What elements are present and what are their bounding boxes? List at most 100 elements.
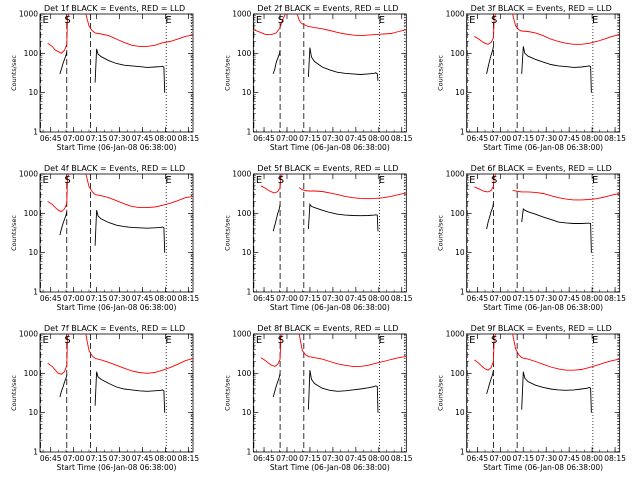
plot-title: Det 6f BLACK = Events, RED = LLD: [471, 164, 612, 173]
lld-line: [512, 189, 620, 201]
y-axis-label: Counts/sec: [10, 55, 18, 91]
events-line: [521, 208, 592, 253]
y-tick-label: 1000: [232, 170, 251, 179]
events-line: [59, 211, 68, 236]
y-tick-label: 1000: [446, 330, 465, 339]
x-tick-label: 07:45: [132, 294, 154, 303]
e-marker-label: E: [165, 15, 171, 26]
x-tick-label: 08:00: [581, 134, 603, 143]
plot-frame: [466, 333, 621, 453]
x-tick-label: 08:15: [604, 134, 626, 143]
plot-area: [40, 334, 193, 452]
y-tick-label: 1: [460, 288, 465, 297]
e-marker-label-left: E: [43, 175, 49, 186]
x-tick-label: 07:15: [86, 134, 108, 143]
x-tick-label: 07:30: [535, 294, 557, 303]
y-tick-label: 100: [450, 369, 465, 378]
e-marker-label: E: [379, 335, 385, 346]
y-tick-label: 10: [28, 88, 38, 97]
x-tick-label: 07:30: [109, 454, 131, 463]
plot-area: [466, 14, 620, 132]
x-tick-label: 07:00: [63, 134, 85, 143]
e-marker-label-left: E: [256, 175, 262, 186]
plot-title: Det 8f BLACK = Events, RED = LLD: [257, 324, 398, 333]
y-tick-label: 1000: [232, 330, 251, 339]
detector-panel-7: Det 7f BLACK = Events, RED = LLD 1 10 100 10…: [10, 324, 199, 472]
x-tick-label: 07:00: [490, 294, 512, 303]
x-tick-label: 07:30: [109, 294, 131, 303]
y-axis-label: Counts/sec: [437, 55, 445, 91]
y-axis-label: Counts/sec: [10, 215, 18, 251]
y-tick-label: 1: [247, 288, 252, 297]
e-marker-label-left: E: [43, 335, 49, 346]
e-marker-label: E: [592, 15, 598, 26]
x-axis-label: Start Time (06-Jan-08 06:38:00): [270, 463, 390, 472]
y-tick-label: 100: [24, 209, 39, 218]
y-tick-label: 1: [33, 128, 38, 137]
plot-frame: [39, 333, 194, 453]
plot-title: Det 2f BLACK = Events, RED = LLD: [257, 4, 398, 13]
plot-area: [40, 14, 193, 132]
events-line: [486, 370, 494, 395]
plot-area: [466, 334, 620, 452]
y-axis-label: Counts/sec: [437, 215, 445, 251]
lld-line: [474, 14, 497, 45]
detector-panel-3: Det 3f BLACK = Events, RED = LLD 1 10 100 10…: [437, 4, 626, 152]
s-marker-label: S: [491, 335, 497, 346]
x-tick-label: 07:00: [276, 134, 298, 143]
y-tick-label: 1000: [232, 10, 251, 19]
x-tick-label: 07:00: [490, 134, 512, 143]
y-tick-label: 10: [455, 248, 465, 257]
events-line: [307, 370, 379, 413]
x-tick-label: 07:15: [512, 454, 534, 463]
x-tick-label: 07:45: [345, 134, 367, 143]
x-tick-label: 07:15: [86, 294, 108, 303]
x-axis-label: Start Time (06-Jan-08 06:38:00): [270, 143, 390, 152]
plot-frame: [252, 333, 407, 453]
y-tick-label: 10: [28, 408, 38, 417]
s-marker-label: S: [278, 335, 284, 346]
x-axis-label: Start Time (06-Jan-08 06:38:00): [483, 303, 603, 312]
y-tick-label: 10: [242, 248, 252, 257]
s-marker-label: S: [278, 15, 284, 26]
plot-title: Det 7f BLACK = Events, RED = LLD: [44, 324, 185, 333]
lld-line: [298, 334, 407, 367]
e-marker-label-left: E: [469, 335, 475, 346]
x-tick-label: 07:15: [299, 294, 321, 303]
y-axis-label: Counts/sec: [10, 375, 18, 411]
s-marker-label: S: [491, 15, 497, 26]
y-tick-label: 100: [237, 49, 252, 58]
y-tick-label: 1: [247, 448, 252, 457]
x-axis-label: Start Time (06-Jan-08 06:38:00): [57, 303, 177, 312]
events-line: [59, 374, 68, 398]
y-tick-label: 1000: [19, 330, 38, 339]
e-marker-label-left: E: [469, 175, 475, 186]
y-tick-label: 100: [24, 369, 39, 378]
plot-title: Det 3f BLACK = Events, RED = LLD: [471, 4, 612, 13]
y-tick-label: 1000: [446, 170, 465, 179]
x-tick-label: 08:00: [155, 294, 177, 303]
events-line: [94, 210, 166, 253]
detector-panel-2: Det 2f BLACK = Events, RED = LLD 1 10 100 10…: [223, 4, 412, 152]
x-tick-label: 07:45: [558, 294, 580, 303]
lld-line: [47, 14, 70, 54]
events-line: [486, 46, 494, 74]
x-tick-label: 07:15: [86, 454, 108, 463]
plot-frame: [466, 13, 621, 133]
y-tick-label: 1: [247, 128, 252, 137]
events-line: [272, 373, 281, 398]
y-tick-label: 1: [33, 288, 38, 297]
events-line: [307, 47, 379, 81]
events-line: [94, 371, 166, 413]
plot-frame: [252, 13, 407, 133]
e-marker-label-left: E: [43, 15, 49, 26]
y-tick-label: 1000: [446, 10, 465, 19]
x-tick-label: 08:00: [368, 294, 390, 303]
x-axis-label: Start Time (06-Jan-08 06:38:00): [57, 463, 177, 472]
lld-line: [298, 187, 407, 200]
y-tick-label: 1: [460, 128, 465, 137]
x-axis-label: Start Time (06-Jan-08 06:38:00): [483, 143, 603, 152]
x-tick-label: 06:45: [253, 294, 275, 303]
y-tick-label: 10: [242, 408, 252, 417]
